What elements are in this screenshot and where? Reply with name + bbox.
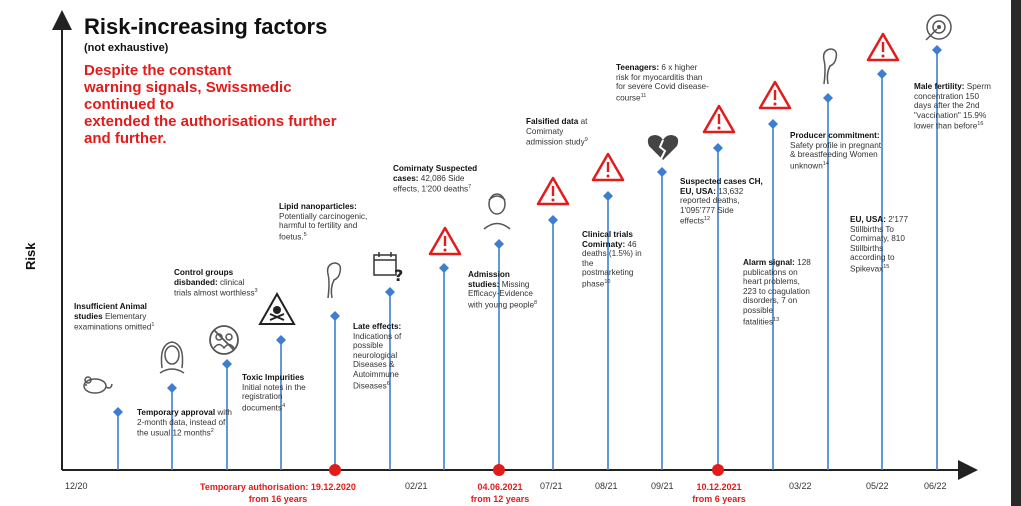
timeline-marker [877, 69, 887, 79]
timeline-marker [548, 215, 558, 225]
warning-line: warning signals, Swissmedic [84, 79, 292, 96]
annotation-alarm-signal: Alarm signal: 128 publications on heart … [743, 258, 811, 327]
temporary-authorisation-label: Temporary authorisation: 19.12.2020 from… [200, 482, 356, 504]
toxic-warning-icon [258, 292, 296, 325]
annotation-male-fertility: Male fertility: Sperm concentration 150 … [914, 82, 991, 132]
december-2021-label: 10.12.2021 from 6 years [692, 482, 746, 504]
sperm-target-icon [925, 14, 952, 41]
timeline-marker [657, 167, 667, 177]
annotation-stillbirths: EU, USA: 2'177 Stillbirths To Comirnaty,… [850, 215, 908, 274]
annotation-toxic-impurities: Toxic Impurities Initial notes in the re… [242, 373, 306, 413]
annotation-teenagers: Teenagers: 6 x higher risk for myocardit… [616, 63, 709, 103]
timeline-marker [439, 263, 449, 273]
annotation-control-groups: Control groups disbanded: clinical trial… [174, 268, 258, 298]
breastfeeding-woman-icon [822, 48, 838, 85]
timeline-marker [932, 45, 942, 55]
milestone-dot [712, 464, 724, 476]
no-group-icon [209, 325, 239, 355]
warning-line: Despite the constant [84, 62, 232, 79]
annotation-lipid-nanoparticles: Lipid nanoparticles: Potentially carcino… [279, 202, 368, 242]
milestone-dot [493, 464, 505, 476]
warning-line: extended the authorisations further [84, 113, 337, 130]
annotation-falsified-data: Falsified data at Comirnaty admission st… [526, 117, 588, 147]
annotation-comirnaty-suspected-cases: Comirnaty Suspected cases: 42,086 Side e… [393, 164, 478, 194]
annotation-producer-commitment: Producer commitment: Safety profile in p… [790, 131, 882, 171]
date-label: 06/22 [924, 481, 947, 491]
timeline-marker [603, 191, 613, 201]
timeline-marker [330, 311, 340, 321]
timeline-marker [276, 335, 286, 345]
timeline-marker [167, 383, 177, 393]
date-label: 09/21 [651, 481, 674, 491]
page-title: Risk-increasing factors [84, 14, 328, 39]
young-person-icon [483, 193, 511, 230]
warning-triangle-icon [591, 152, 625, 182]
svg-text:?: ? [394, 266, 403, 282]
pregnant-woman-icon [326, 262, 342, 299]
annotation-clinical-trials: Clinical trials Comirnaty: 46 deaths (1.… [582, 230, 642, 289]
annotation-late-effects: Late effects: Indications of possible ne… [353, 322, 402, 391]
june-2021-label: 04.06.2021 from 12 years [470, 482, 530, 504]
calendar-question-icon: ? [373, 252, 403, 282]
annotation-animal-studies: Insufficient Animal studies Elementary e… [74, 302, 155, 332]
page-subtitle: (not exhaustive) [84, 42, 169, 54]
timeline-marker [113, 407, 123, 417]
timeline-marker [385, 287, 395, 297]
warning-triangle-icon [866, 32, 900, 62]
warning-line: and further. [84, 130, 167, 147]
window-edge [1011, 0, 1021, 506]
warning-triangle-icon [702, 104, 736, 134]
annotation-suspected-cases-ch-eu-usa: Suspected cases CH, EU, USA: 13,632 repo… [680, 177, 763, 227]
date-label: 12/20 [65, 481, 88, 491]
annotation-admission-studies: Admission studies: Missing Efficacy-Evid… [468, 270, 538, 310]
timeline-marker [768, 119, 778, 129]
warning-triangle-icon [428, 226, 462, 256]
date-label: 08/21 [595, 481, 618, 491]
date-label: 03/22 [789, 481, 812, 491]
date-label: 02/21 [405, 481, 428, 491]
timeline-marker [222, 359, 232, 369]
mouse-icon [83, 376, 113, 394]
warning-triangle-icon [758, 80, 792, 110]
milestone-dot [329, 464, 341, 476]
warning-line: continued to [84, 96, 174, 113]
date-label: 07/21 [540, 481, 563, 491]
timeline-marker [494, 239, 504, 249]
annotation-temporary-approval: Temporary approval with 2-month data, in… [137, 408, 232, 438]
woman-face-icon [159, 341, 185, 374]
broken-heart-icon [647, 135, 679, 160]
timeline-marker [713, 143, 723, 153]
date-label: 05/22 [866, 481, 889, 491]
warning-triangle-icon [536, 176, 570, 206]
warning-statement: Despite the constant warning signals, Sw… [84, 62, 444, 147]
timeline-marker [823, 93, 833, 103]
